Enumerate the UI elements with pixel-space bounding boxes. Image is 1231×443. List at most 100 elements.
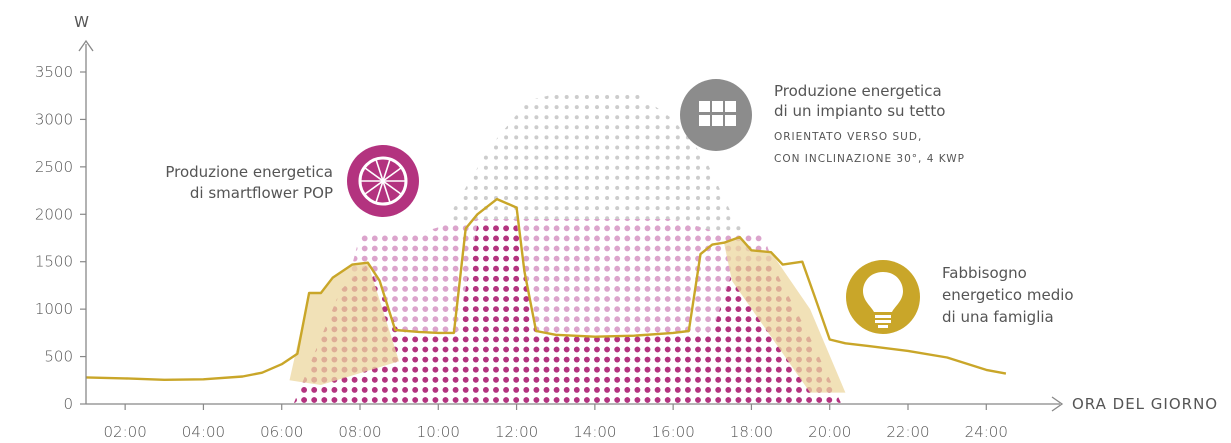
dot xyxy=(504,75,508,79)
dot xyxy=(675,185,680,190)
dot xyxy=(443,84,449,90)
dot xyxy=(443,105,448,110)
dot xyxy=(119,387,125,393)
dot xyxy=(908,368,912,372)
dot xyxy=(706,165,711,170)
dot xyxy=(503,84,509,90)
dot xyxy=(989,65,993,69)
dot xyxy=(433,84,439,90)
dot xyxy=(848,267,852,271)
dot xyxy=(776,125,781,130)
dot xyxy=(676,75,680,79)
dot xyxy=(554,175,559,180)
dot xyxy=(119,367,125,373)
dot xyxy=(130,205,136,211)
dot xyxy=(675,135,680,140)
dot xyxy=(200,114,206,120)
dot xyxy=(241,215,247,221)
dot xyxy=(161,277,165,281)
dot xyxy=(483,165,488,170)
dot xyxy=(403,65,407,69)
dot xyxy=(463,155,469,161)
dot xyxy=(848,226,852,230)
dot xyxy=(242,226,246,230)
dot xyxy=(726,175,731,180)
dot xyxy=(201,75,205,79)
dot xyxy=(119,165,125,171)
dot xyxy=(443,64,449,70)
dot xyxy=(151,388,155,392)
dot xyxy=(918,166,922,170)
dot xyxy=(463,125,468,130)
dot xyxy=(412,114,418,120)
dot xyxy=(1009,176,1013,180)
dot xyxy=(999,156,1003,160)
dot xyxy=(543,235,550,242)
dot xyxy=(100,176,104,180)
dot xyxy=(504,206,509,211)
dot xyxy=(999,176,1003,180)
dot xyxy=(776,196,781,200)
dot xyxy=(90,206,94,210)
dot xyxy=(141,206,145,210)
dot xyxy=(201,146,205,150)
dot xyxy=(766,145,771,150)
dot xyxy=(969,146,973,150)
dot xyxy=(281,286,287,292)
dot xyxy=(1039,125,1043,129)
dot xyxy=(221,206,225,210)
dot xyxy=(928,247,932,251)
dot xyxy=(1019,95,1023,99)
dot xyxy=(534,155,539,160)
dot xyxy=(180,236,186,242)
dot xyxy=(130,166,134,170)
dot xyxy=(868,388,872,392)
dot xyxy=(242,337,246,341)
dot xyxy=(130,287,134,291)
dot xyxy=(351,235,358,242)
dot xyxy=(1039,156,1043,160)
dot xyxy=(119,357,125,363)
dot xyxy=(928,166,932,170)
dot xyxy=(544,206,549,211)
dot xyxy=(382,245,388,252)
dot xyxy=(171,115,175,119)
dot xyxy=(211,368,215,372)
dot xyxy=(392,275,398,282)
dot xyxy=(282,317,286,321)
dot xyxy=(231,257,235,261)
dot xyxy=(898,186,902,190)
dot xyxy=(321,74,327,80)
dot xyxy=(858,125,862,129)
dot xyxy=(594,255,600,262)
dot xyxy=(393,226,397,231)
dot xyxy=(443,145,448,150)
dot xyxy=(100,327,104,331)
dot xyxy=(151,166,155,170)
dot xyxy=(170,367,176,373)
dot xyxy=(848,196,852,200)
dot xyxy=(312,125,317,130)
dot xyxy=(322,206,327,211)
dot xyxy=(554,185,559,190)
dot xyxy=(181,287,185,291)
dot xyxy=(726,196,731,200)
dot xyxy=(302,115,307,120)
dot xyxy=(827,256,832,261)
dot xyxy=(272,115,276,119)
dot xyxy=(999,257,1003,261)
dot xyxy=(979,398,983,402)
dot xyxy=(959,348,963,352)
dot xyxy=(807,297,812,301)
dot xyxy=(90,95,94,99)
dot xyxy=(261,104,267,110)
dot xyxy=(190,306,196,312)
dot xyxy=(595,145,599,150)
dot xyxy=(241,306,247,312)
dot xyxy=(109,215,115,221)
dot xyxy=(171,257,175,261)
dot xyxy=(311,94,317,100)
dot xyxy=(201,277,205,281)
dot xyxy=(402,275,408,282)
dot xyxy=(301,275,307,282)
